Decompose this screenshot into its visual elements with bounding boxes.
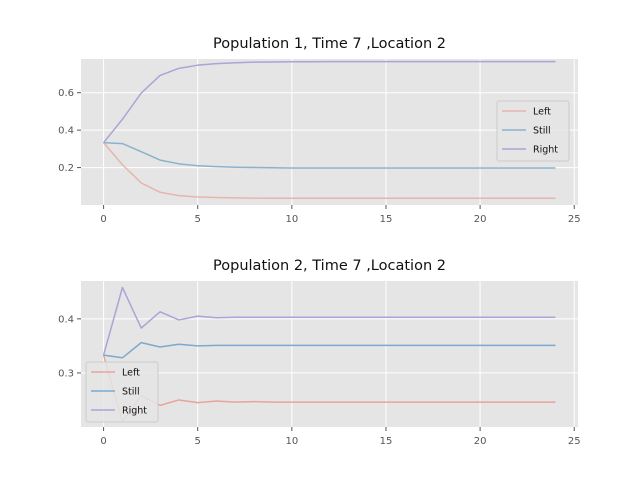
chart-title: Population 2, Time 7 ,Location 2 bbox=[213, 258, 446, 274]
x-tick-label: 15 bbox=[380, 436, 393, 447]
plot-area bbox=[81, 59, 578, 205]
legend-label-left: Left bbox=[533, 107, 551, 118]
x-tick-label: 10 bbox=[285, 214, 298, 225]
x-tick-label: 20 bbox=[474, 214, 487, 225]
y-tick-label: 0.6 bbox=[58, 88, 74, 99]
x-tick-label: 0 bbox=[100, 436, 106, 447]
legend: Left Still Right bbox=[85, 361, 159, 423]
legend-label-right: Right bbox=[533, 145, 558, 156]
x-tick-label: 5 bbox=[195, 436, 201, 447]
series-line-right bbox=[103, 60, 556, 144]
y-tick-label: 0.4 bbox=[58, 126, 74, 137]
x-tick-label: 10 bbox=[285, 436, 298, 447]
series-line-left bbox=[102, 354, 556, 423]
series-line-still bbox=[103, 141, 556, 169]
series-line-still bbox=[103, 341, 556, 359]
y-tick-label: 0.4 bbox=[58, 314, 74, 325]
legend-label-left: Left bbox=[122, 368, 140, 379]
series-line-left bbox=[103, 142, 556, 200]
chart-population-1: Population 1, Time 7 ,Location 2 0 5 10 15 20… bbox=[58, 36, 581, 225]
chart-title: Population 1, Time 7 ,Location 2 bbox=[213, 36, 446, 52]
legend-box bbox=[85, 361, 159, 423]
x-tick-label: 15 bbox=[380, 214, 393, 225]
x-tick-label: 0 bbox=[100, 214, 106, 225]
x-tick-label: 20 bbox=[474, 436, 487, 447]
legend: Left Still Right bbox=[496, 100, 570, 162]
legend-label-right: Right bbox=[122, 406, 147, 417]
x-tick-label: 25 bbox=[568, 436, 581, 447]
legend-label-still: Still bbox=[122, 387, 140, 398]
y-tick-label: 0.3 bbox=[58, 368, 74, 379]
x-tick-label: 5 bbox=[195, 214, 201, 225]
legend-label-still: Still bbox=[533, 126, 551, 137]
chart-population-2: Population 2, Time 7 ,Location 2 0 5 10 15 20… bbox=[58, 258, 581, 447]
y-tick-label: 0.2 bbox=[58, 163, 74, 174]
legend-box bbox=[496, 100, 570, 162]
x-tick-label: 25 bbox=[568, 214, 581, 225]
series-line-right bbox=[102, 286, 556, 356]
